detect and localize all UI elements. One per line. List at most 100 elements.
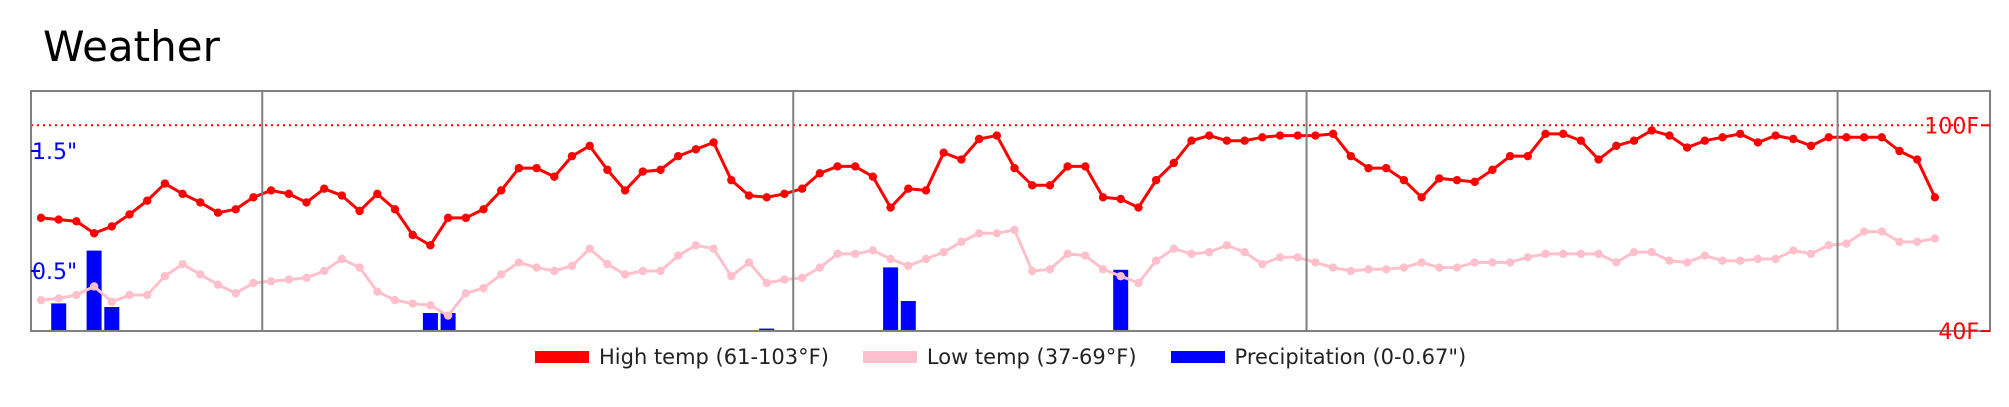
high-temp-point-31 — [585, 141, 594, 151]
high-temp-point-8 — [178, 189, 187, 199]
low-temp-point-65 — [1187, 249, 1196, 259]
legend-swatch-low — [862, 351, 917, 363]
low-temp-point-36 — [674, 251, 683, 260]
high-temp-point-95 — [1718, 133, 1727, 142]
high-temp-point-59 — [1081, 162, 1090, 171]
low-temp-point-94 — [1700, 251, 1710, 260]
precip-bar-2 — [104, 307, 120, 331]
low-temp-point-16 — [320, 266, 329, 276]
low-temp-point-96 — [1736, 256, 1745, 265]
precip-bar-7 — [900, 301, 916, 331]
low-temp-point-40 — [744, 258, 754, 267]
low-temp-point-6 — [143, 290, 152, 300]
high-temp-point-21 — [408, 230, 417, 240]
high-temp-point-52 — [957, 155, 966, 164]
low-temp-point-43 — [797, 273, 807, 283]
low-temp-point-0 — [36, 295, 46, 305]
high-temp-point-22 — [426, 241, 435, 250]
high-temp-point-37 — [691, 145, 701, 154]
high-temp-point-45 — [833, 162, 842, 171]
low-temp-point-95 — [1718, 256, 1727, 265]
high-temp-point-1 — [54, 215, 63, 224]
high-temp-point-23 — [443, 213, 453, 223]
high-temp-point-72 — [1311, 131, 1320, 140]
low-temp-point-57 — [1045, 265, 1055, 274]
legend-item-low: Low temp (37-69°F) — [862, 345, 1137, 369]
precip-bar-1 — [86, 250, 102, 331]
high-temp-point-101 — [1824, 133, 1833, 142]
high-temp-point-76 — [1382, 163, 1391, 173]
high-temp-point-44 — [815, 169, 824, 178]
low-temp-point-53 — [974, 229, 984, 238]
low-temp-point-17 — [337, 254, 347, 264]
high-temp-point-66 — [1205, 131, 1214, 140]
precip-bar-3 — [422, 313, 438, 331]
low-temp-point-52 — [957, 237, 966, 247]
high-temp-point-46 — [851, 162, 860, 171]
low-temp-point-87 — [1576, 249, 1586, 259]
high-temp-point-74 — [1346, 151, 1356, 161]
high-temp-point-29 — [550, 172, 559, 181]
high-temp-point-105 — [1895, 146, 1904, 156]
high-temp-point-65 — [1187, 136, 1196, 145]
high-temp-point-99 — [1789, 134, 1798, 144]
low-temp-point-90 — [1629, 247, 1639, 257]
high-temp-point-86 — [1559, 129, 1568, 139]
low-temp-point-14 — [284, 275, 293, 284]
low-temp-point-75 — [1364, 265, 1373, 274]
low-temp-point-71 — [1293, 253, 1302, 262]
high-temp-point-6 — [143, 196, 152, 205]
legend-swatch-precip — [1170, 351, 1225, 363]
high-temp-point-35 — [656, 165, 665, 175]
precip-bar-5 — [759, 328, 775, 331]
low-temp-point-55 — [1010, 225, 1019, 235]
low-temp-point-66 — [1205, 247, 1214, 257]
high-temp-point-14 — [284, 189, 293, 199]
low-temp-point-83 — [1505, 258, 1515, 267]
low-temp-point-99 — [1789, 246, 1798, 255]
high-temp-point-24 — [461, 213, 470, 223]
precip-tick-label-0: 1.5" — [32, 140, 77, 165]
low-temp-point-59 — [1081, 251, 1090, 260]
high-temp-point-3 — [89, 229, 99, 238]
low-temp-point-61 — [1116, 271, 1125, 281]
low-temp-point-92 — [1665, 256, 1674, 265]
low-temp-point-37 — [691, 241, 701, 250]
high-temp-point-104 — [1877, 133, 1887, 142]
low-temp-point-60 — [1098, 265, 1108, 274]
high-temp-point-15 — [302, 198, 311, 207]
high-temp-point-88 — [1594, 155, 1603, 164]
high-temp-point-54 — [992, 131, 1001, 140]
low-temp-point-20 — [390, 295, 400, 305]
precip-bar-6 — [883, 267, 899, 331]
low-temp-point-101 — [1824, 241, 1833, 250]
low-temp-point-91 — [1647, 247, 1656, 257]
high-temp-point-34 — [638, 167, 647, 176]
high-temp-point-13 — [266, 186, 276, 195]
high-temp-point-9 — [196, 198, 205, 207]
high-temp-point-12 — [249, 193, 258, 202]
high-temp-point-39 — [727, 175, 736, 185]
high-temp-point-30 — [567, 151, 577, 161]
low-temp-point-100 — [1806, 249, 1816, 259]
high-temp-point-18 — [355, 206, 364, 216]
high-temp-point-16 — [320, 184, 329, 193]
high-temp-point-78 — [1417, 193, 1426, 202]
low-temp-point-3 — [89, 282, 99, 291]
low-temp-point-79 — [1435, 263, 1444, 272]
precip-bar-0 — [51, 303, 67, 331]
high-temp-point-33 — [620, 186, 630, 195]
high-temp-point-107 — [1930, 193, 1940, 202]
legend-label-low: Low temp (37-69°F) — [926, 345, 1137, 369]
high-temp-point-58 — [1063, 162, 1072, 171]
axis-ticks: 1.5" 0.5" 100F 40F — [31, 114, 1990, 345]
high-temp-point-50 — [921, 186, 931, 195]
high-temp-point-11 — [231, 205, 240, 214]
low-temp-point-34 — [638, 266, 647, 276]
legend: High temp (61-103°F) Low temp (37-69°F) … — [535, 342, 1500, 372]
low-temp-point-82 — [1488, 258, 1497, 267]
low-temp-point-27 — [514, 258, 524, 267]
high-temp-point-94 — [1700, 136, 1710, 145]
high-temp-series — [36, 126, 1940, 250]
low-temp-point-102 — [1842, 239, 1851, 248]
